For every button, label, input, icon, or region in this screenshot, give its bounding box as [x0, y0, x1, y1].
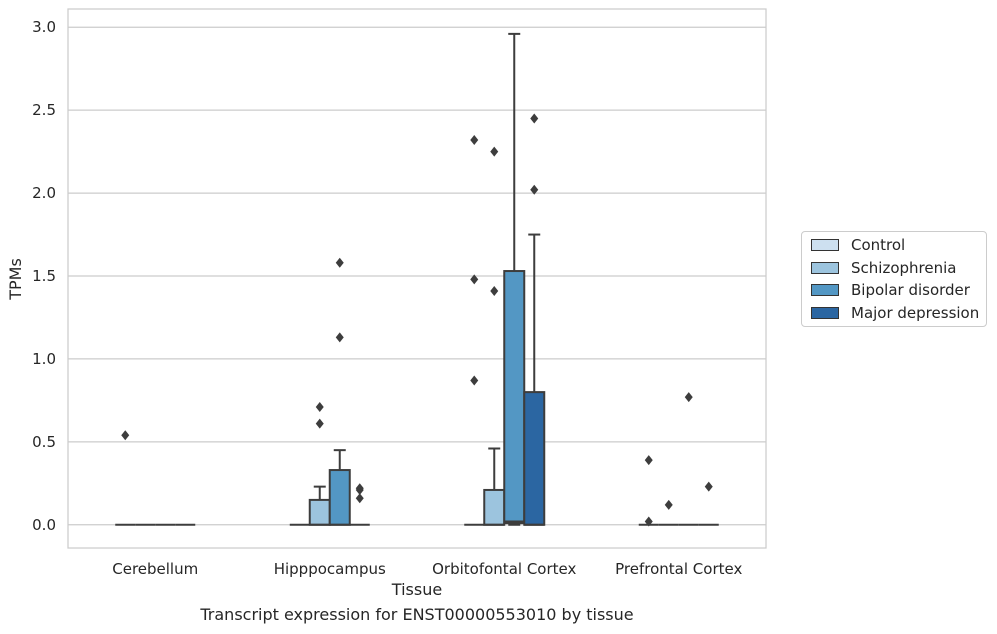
box-major-depression [523, 113, 546, 526]
outlier-point [684, 392, 693, 403]
y-tick-label: 3.0 [32, 18, 56, 36]
outlier-point [315, 402, 324, 413]
outlier-point [664, 499, 673, 510]
outlier-point [470, 135, 479, 146]
box-rect [503, 270, 526, 525]
legend-swatch-control [811, 239, 839, 251]
legend-label-control: Control [851, 236, 906, 254]
x-tick-labels: Cerebellum Hipppocampus Orbitofontal Corte… [112, 560, 742, 578]
legend-item-major-depression: Major depression [811, 303, 979, 323]
outlier-point [335, 332, 344, 343]
y-tick-label: 0.5 [32, 433, 56, 451]
box-control [464, 135, 485, 526]
x-axis-label: Tissue [391, 580, 442, 599]
outlier-point [530, 184, 539, 195]
x-tick-label: Orbitofontal Cortex [432, 560, 576, 578]
legend: Control Schizophrenia Bipolar disorder M… [801, 231, 987, 327]
y-tick-label: 1.0 [32, 350, 56, 368]
outlier-point [335, 257, 344, 268]
box-major-depression [698, 481, 719, 526]
legend-label-schizophrenia: Schizophrenia [851, 259, 957, 277]
y-tick-label: 1.5 [32, 267, 56, 285]
legend-swatch-schizophrenia [811, 262, 839, 274]
box-major-depression [349, 483, 370, 526]
box-rect [328, 469, 351, 526]
outlier-point [470, 375, 479, 386]
outlier-point [355, 483, 364, 494]
box-bipolar-disorder [678, 392, 699, 526]
outlier-point [644, 516, 653, 527]
plot-frame [67, 8, 767, 549]
x-tick-label: Cerebellum [112, 560, 198, 578]
legend-swatch-bipolar-disorder [811, 284, 839, 296]
box-schizophrenia [658, 499, 679, 526]
box-schizophrenia [308, 402, 331, 526]
x-tick-label: Hipppocampus [274, 560, 386, 578]
y-axis-label: TPMs [6, 258, 25, 301]
box-rect [523, 391, 546, 526]
box-control [638, 455, 659, 527]
outlier-point [644, 455, 653, 466]
outlier-point [530, 113, 539, 124]
outlier-point [470, 274, 479, 285]
box-groups [115, 32, 719, 527]
outlier-point [704, 481, 713, 492]
legend-item-bipolar-disorder: Bipolar disorder [811, 280, 970, 300]
box-schizophrenia [483, 146, 506, 526]
box-bipolar-disorder [503, 32, 526, 526]
gridlines [68, 26, 766, 526]
outlier-point [490, 285, 499, 296]
y-tick-label: 2.0 [32, 184, 56, 202]
chart-caption: Transcript expression for ENST0000055301… [200, 605, 634, 624]
box-rect [308, 498, 331, 526]
legend-item-schizophrenia: Schizophrenia [811, 258, 956, 278]
outlier-point [121, 430, 130, 441]
y-tick-labels: 0.0 0.5 1.0 1.5 2.0 2.5 3.0 [32, 18, 56, 534]
legend-label-major-depression: Major depression [851, 304, 980, 322]
legend-swatch-major-depression [811, 307, 839, 319]
legend-item-control: Control [811, 235, 905, 255]
box-rect [483, 488, 506, 526]
box-bipolar-disorder [328, 257, 351, 526]
y-tick-label: 2.5 [32, 101, 56, 119]
y-tick-label: 0.0 [32, 516, 56, 534]
outlier-point [355, 493, 364, 504]
x-tick-label: Prefrontal Cortex [615, 560, 742, 578]
outlier-point [315, 418, 324, 429]
legend-label-bipolar-disorder: Bipolar disorder [851, 281, 970, 299]
box-control [115, 430, 136, 526]
outlier-point [490, 146, 499, 157]
